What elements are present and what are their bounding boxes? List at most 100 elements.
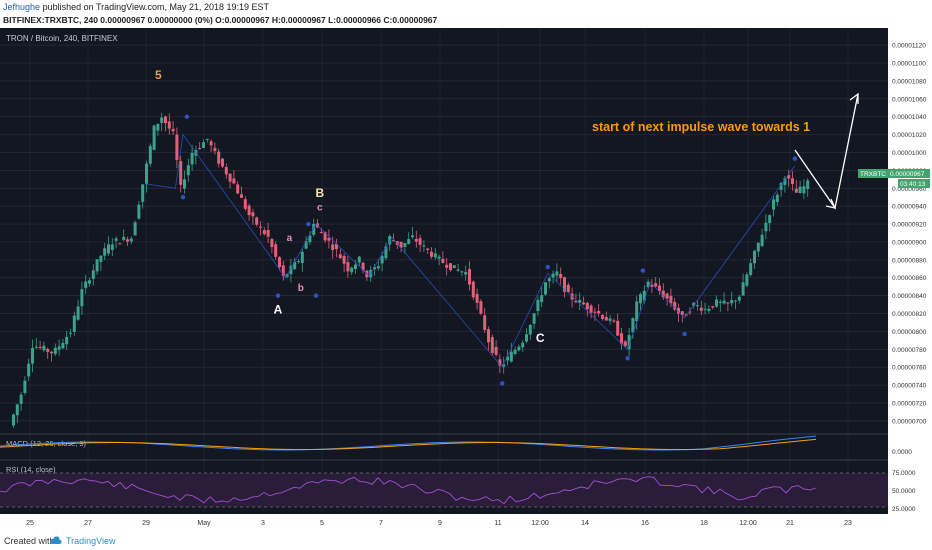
wave-marker [792, 156, 797, 161]
wave-lines [144, 114, 797, 386]
tradingview-brand[interactable]: TradingView [66, 536, 116, 546]
candle-body [126, 239, 129, 242]
x-tick-label: 29 [142, 520, 150, 527]
candle-body [563, 277, 566, 292]
candle-body [137, 204, 141, 219]
candle-body [202, 142, 205, 148]
countdown-bg [898, 179, 930, 188]
candle-body [547, 278, 551, 282]
candle-body [745, 274, 749, 286]
candle-body [80, 289, 84, 307]
y-tick-label: 0.00001040 [892, 114, 927, 121]
candle-body [186, 165, 190, 176]
y-tick-label: 0.00001000 [892, 150, 927, 157]
y-tick-label: 0.00000860 [892, 275, 927, 282]
candle-body [521, 342, 525, 348]
x-tick-label: 14 [581, 520, 589, 527]
wave-label: 5 [155, 68, 162, 82]
wave-marker [184, 114, 189, 119]
candle-body [171, 128, 175, 132]
candle-body [240, 194, 243, 198]
x-tick-label: 27 [84, 520, 92, 527]
candle-body [597, 310, 601, 314]
wave-label: A [274, 303, 283, 317]
y-tick-label: 0.00000960 [892, 186, 927, 193]
candle-body [703, 308, 707, 310]
candle-body [198, 147, 202, 149]
x-tick-label: 21 [786, 520, 794, 527]
candle-body [88, 280, 91, 284]
candle-body [221, 158, 224, 167]
candle-body [335, 243, 338, 250]
publish-info: published on TradingView.com, May 21, 20… [42, 2, 270, 12]
author-link[interactable]: Jefhughe [3, 2, 41, 12]
candle-body [293, 261, 297, 270]
candle-body [749, 263, 753, 275]
candle-body [224, 167, 228, 175]
candle-body [673, 301, 677, 310]
candle-body [278, 257, 281, 268]
candle-body [623, 341, 627, 347]
candle-body [133, 222, 137, 236]
candle-body [122, 236, 126, 240]
rsi-tick-75: 75.0000 [892, 470, 916, 477]
wave-marker [180, 195, 186, 200]
wave-label: b [298, 283, 304, 294]
candle-body [99, 255, 103, 262]
candle-body [46, 348, 50, 352]
candle-body [566, 284, 570, 293]
tradingview-cloud-icon [50, 536, 62, 544]
candle-body [217, 151, 221, 164]
y-tick-label: 0.00000740 [892, 383, 927, 390]
y-tick-label: 0.00000920 [892, 222, 927, 229]
candle-body [373, 266, 376, 270]
candle-body [585, 302, 589, 310]
wave-label: B [315, 186, 324, 200]
candle-body [19, 394, 23, 404]
candle-body [232, 178, 236, 184]
y-tick-label: 0.00000800 [892, 329, 927, 336]
candle-body [574, 300, 578, 303]
wave-marker [625, 356, 630, 361]
last-price: 0.00000967 [890, 171, 925, 178]
candle-body [247, 205, 251, 216]
candle-body [319, 232, 323, 234]
wave-marker [640, 268, 645, 273]
price-tag: TRXBTC 0.00000967 03:40:13 [858, 169, 930, 188]
candle-body [468, 269, 471, 285]
candle-body [551, 273, 555, 278]
y-tick-label: 0.00001020 [892, 132, 927, 139]
candle-body [376, 266, 380, 269]
candle-body [422, 245, 426, 247]
candle-body [456, 269, 460, 271]
candle-body [775, 194, 779, 202]
wave-marker [682, 331, 687, 337]
candle-body [103, 248, 107, 256]
candle-body [737, 296, 741, 301]
candle-body [616, 320, 620, 336]
candle-body [274, 244, 278, 257]
candle-body [756, 242, 760, 252]
x-tick-label: 25 [26, 520, 34, 527]
x-tick-label: 11 [494, 520, 501, 527]
candle-body [487, 329, 490, 343]
candle-body [506, 356, 509, 361]
x-tick-label: 9 [438, 520, 442, 527]
candle-body [331, 244, 335, 250]
candle-body [392, 240, 395, 242]
candle-body [118, 243, 122, 245]
candle-body [513, 349, 517, 355]
candle-body [718, 301, 722, 303]
candle-body [764, 222, 768, 232]
candle-body [342, 255, 346, 264]
candle-body [297, 260, 300, 262]
candle-body [787, 175, 791, 179]
candle-body [338, 254, 342, 259]
candle-body [699, 307, 703, 311]
price-chart[interactable]: 0.00001120 0.00001100 0.00001080 0.00001060… [0, 28, 932, 532]
wave-label: a [287, 233, 293, 244]
wave-marker [275, 293, 281, 298]
candle-body [445, 264, 449, 268]
arrow-head-mid [825, 198, 837, 209]
candle-body [464, 271, 468, 275]
